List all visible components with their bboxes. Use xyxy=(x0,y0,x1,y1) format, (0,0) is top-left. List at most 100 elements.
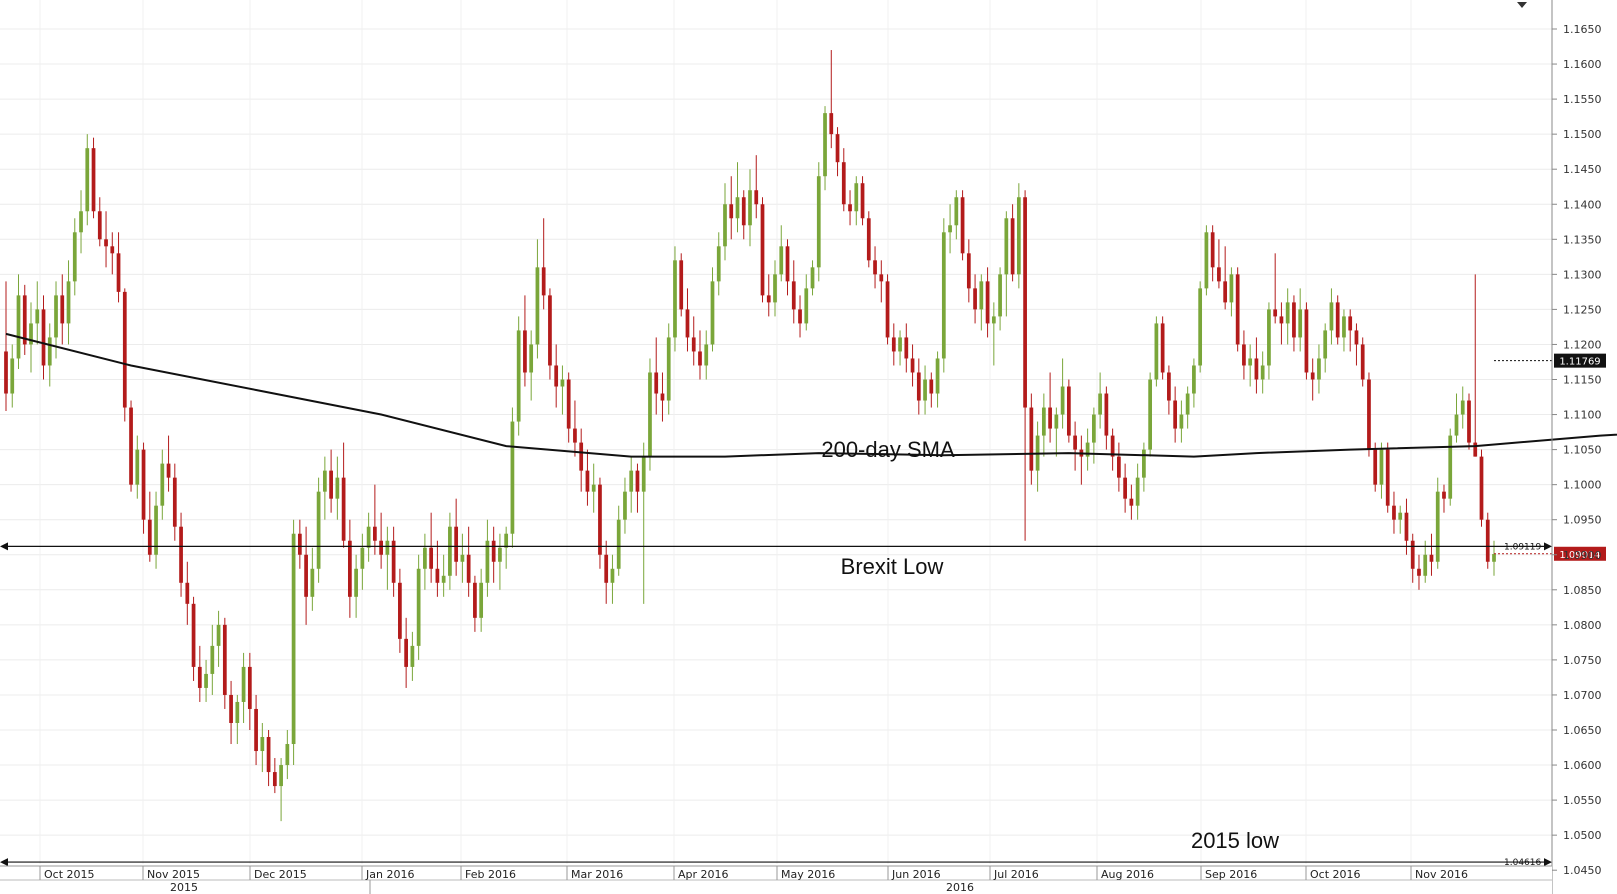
candle xyxy=(341,442,346,548)
candle xyxy=(304,526,308,625)
x-year-label: 2016 xyxy=(946,881,974,894)
candle-body xyxy=(166,463,171,478)
candle xyxy=(329,449,333,513)
candle-body xyxy=(1085,442,1090,457)
candle xyxy=(773,260,777,317)
candle xyxy=(29,302,33,373)
candle xyxy=(1079,435,1084,485)
candle xyxy=(1310,358,1315,401)
candle-body xyxy=(1066,386,1071,436)
candle-body xyxy=(160,463,165,506)
candle xyxy=(347,519,352,618)
candle-body xyxy=(991,316,996,324)
candle-body xyxy=(854,183,859,212)
candle-body xyxy=(147,519,152,555)
candle-body xyxy=(1348,316,1353,331)
candle xyxy=(529,330,534,401)
candle xyxy=(873,246,877,289)
candle xyxy=(166,435,171,492)
candle-body xyxy=(1023,197,1027,408)
candle-body xyxy=(435,568,440,583)
candle-body xyxy=(916,372,921,401)
candle xyxy=(910,344,915,387)
candle-body xyxy=(60,295,65,324)
candle xyxy=(966,239,971,303)
candle-body xyxy=(1404,512,1409,541)
candle-body xyxy=(1298,309,1303,338)
candle-body xyxy=(923,379,927,401)
candle-body xyxy=(1060,386,1065,415)
candle-body xyxy=(310,568,315,597)
candle xyxy=(216,610,221,667)
candle xyxy=(260,722,265,773)
candle xyxy=(222,617,227,709)
candle xyxy=(247,652,252,730)
candle xyxy=(498,533,502,590)
candle xyxy=(1335,295,1340,345)
candle-body xyxy=(810,267,815,289)
candle-body xyxy=(297,533,302,555)
candle xyxy=(1292,295,1296,352)
candle-body xyxy=(848,204,852,212)
candle xyxy=(810,260,815,296)
x-tick-label: Dec 2015 xyxy=(254,868,307,881)
candle xyxy=(1010,204,1015,282)
candle-body xyxy=(1117,456,1121,478)
candle xyxy=(1029,393,1034,485)
candle-body xyxy=(735,197,740,219)
candle xyxy=(1429,533,1434,576)
candle xyxy=(1223,246,1228,310)
candle xyxy=(398,568,402,653)
candle xyxy=(885,274,890,345)
candle-body xyxy=(222,624,227,695)
candle xyxy=(1385,442,1390,513)
candle-body xyxy=(1467,400,1471,443)
candle xyxy=(635,463,640,513)
candle xyxy=(1267,302,1271,380)
candle xyxy=(410,631,415,681)
candle xyxy=(1367,372,1371,457)
candle-body xyxy=(1285,302,1290,324)
candle-body xyxy=(523,330,527,373)
candle-body xyxy=(429,547,434,569)
x-tick-label: Jun 2016 xyxy=(891,868,941,881)
candle-body xyxy=(272,772,277,787)
candle xyxy=(929,372,934,408)
candle-body xyxy=(229,694,233,723)
candle xyxy=(141,442,146,534)
candle xyxy=(60,274,65,345)
candle-body xyxy=(29,323,33,345)
candle-body xyxy=(829,113,834,135)
y-tick-label: 1.1350 xyxy=(1563,233,1602,246)
candle xyxy=(129,400,133,492)
y-tick-label: 1.1250 xyxy=(1563,303,1602,316)
candle-body xyxy=(835,134,840,163)
candle-body xyxy=(860,183,865,219)
candle xyxy=(554,344,559,408)
candle xyxy=(523,295,527,387)
candle xyxy=(804,274,809,331)
candle xyxy=(72,218,77,296)
candle-body xyxy=(1342,316,1346,338)
candle xyxy=(1123,463,1127,513)
candle xyxy=(704,330,709,380)
chevron-down-icon[interactable] xyxy=(1517,2,1527,8)
candle-body xyxy=(1016,197,1021,275)
candle-body xyxy=(54,295,58,338)
candle-body xyxy=(204,673,208,688)
candle-body xyxy=(1448,435,1453,499)
candle xyxy=(272,758,277,794)
candle xyxy=(285,730,290,780)
candle-body xyxy=(154,505,158,555)
y-tick-label: 1.0650 xyxy=(1563,724,1602,737)
candle xyxy=(1398,505,1403,534)
candle-body xyxy=(704,344,709,366)
candle-body xyxy=(291,533,296,745)
candle-body xyxy=(804,288,809,324)
candle-body xyxy=(779,246,784,275)
horizontal-line-label: 1.09119 xyxy=(1504,542,1541,552)
candle xyxy=(47,323,52,387)
candle-body xyxy=(898,337,902,352)
candle xyxy=(573,400,577,457)
candle-body xyxy=(41,309,46,366)
